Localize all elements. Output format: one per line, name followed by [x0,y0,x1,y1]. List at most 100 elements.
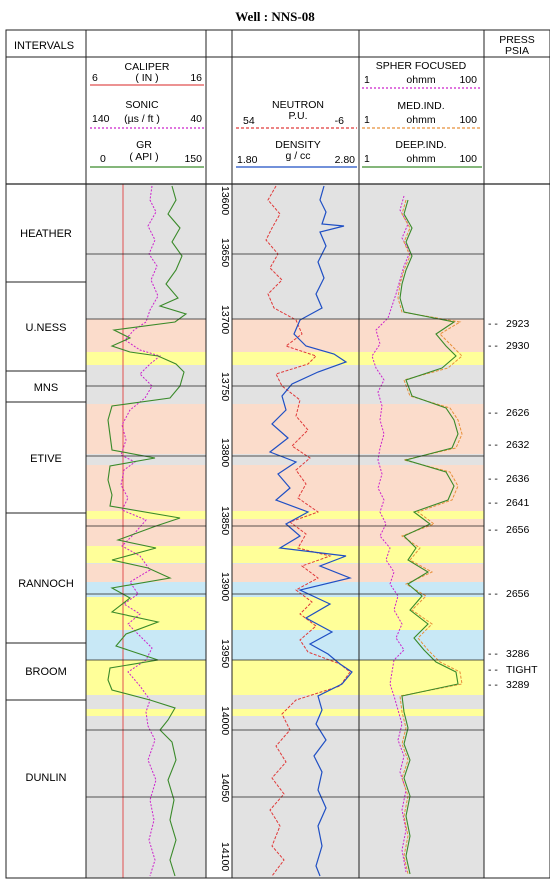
interval-label: MNS [34,382,58,394]
svg-text:- -: - - [488,524,498,536]
sonic-max: 40 [190,113,202,125]
pressure-points: - - 2923 - - 2930 - - 2626 - - 2632 - - … [488,318,538,691]
neutron-unit: P.U. [288,110,307,122]
depth-tick-label: 13850 [219,506,231,535]
svg-text:- -: - - [488,318,498,330]
sand-band [86,404,550,454]
svg-text:- -: - - [488,648,498,660]
depth-tick-label: 13700 [219,305,231,334]
deepind-unit: ohmm [406,153,435,165]
medind-curve [397,199,463,875]
gr-min: 0 [100,153,106,165]
water-band [86,582,550,597]
interval-labels: HEATHER U.NESS MNS ETIVE RANNOCH BROOM D… [18,228,74,784]
pressure-value: 3289 [506,679,530,691]
density-curve [268,185,353,877]
gr-curve [107,185,188,877]
depth-tick-label: 13900 [219,572,231,601]
depth-tick-label: 13950 [219,639,231,668]
interval-label: U.NESS [26,322,67,334]
interval-label: DUNLIN [26,772,67,784]
spher-curve [371,195,411,873]
coal-band [86,352,550,365]
sand-band [86,564,550,582]
svg-text:- -: - - [488,679,498,691]
caliper-name: CALIPER [125,61,170,73]
coal-band [86,546,550,563]
sand-band [86,465,550,511]
pressure-value: 2923 [506,318,530,330]
intervals-column [6,184,86,878]
caliper-min: 6 [92,72,98,84]
deepind-min: 1 [364,153,370,165]
spher-name: SPHER FOCUSED [376,60,467,72]
depth-tick-label: 13800 [219,438,231,467]
sonic-unit: (µs / ft ) [124,113,160,125]
caliper-max: 16 [190,72,202,84]
interval-label: BROOM [25,666,67,678]
press-header-line2: PSIA [505,45,529,57]
density-max: 2.80 [335,154,356,166]
depth-tick-label: 14100 [219,842,231,871]
coal-band [86,709,550,716]
caliper-unit: ( IN ) [135,72,158,84]
header-curve-keys [90,84,482,168]
neutron-name: NEUTRON [272,99,324,111]
pressure-value: 2636 [506,473,530,485]
pressure-value: 2930 [506,340,530,352]
svg-text:- -: - - [488,588,498,600]
medind-unit: ohmm [406,114,435,126]
svg-text:- -: - - [488,497,498,509]
pressure-value: 2656 [506,588,530,600]
pressure-value: TIGHT [506,664,538,676]
gr-unit: ( API ) [129,151,158,163]
depth-tick-label: 13600 [219,186,231,215]
sand-band [86,319,550,352]
depth-tick-label: 14000 [219,706,231,735]
depth-tick-label: 13650 [219,238,231,267]
sonic-min: 140 [92,113,110,125]
depth-tick-label: 13750 [219,372,231,401]
pressure-value: 2641 [506,497,530,509]
spher-max: 100 [459,74,477,86]
sonic-name: SONIC [125,99,159,111]
grid [5,29,550,879]
deepind-max: 100 [459,153,477,165]
pressure-value: 3286 [506,648,530,660]
sand-band [86,519,550,546]
density-unit: g / cc [285,150,310,162]
coal-band [86,660,550,695]
interval-label: HEATHER [20,228,72,240]
medind-max: 100 [459,114,477,126]
svg-text:- -: - - [488,407,498,419]
spher-min: 1 [364,74,370,86]
svg-text:- -: - - [488,439,498,451]
svg-text:- -: - - [488,664,498,676]
gr-max: 150 [184,153,202,165]
density-name: DENSITY [275,139,321,151]
medind-min: 1 [364,114,370,126]
press-header-line1: PRESS [499,34,535,46]
pressure-value: 2656 [506,524,530,536]
neutron-min: 54 [243,115,255,127]
deepind-curve [399,199,459,875]
header-labels: INTERVALS PRESS PSIA CALIPER ( IN ) 6 16… [14,34,535,166]
coal-band [86,511,550,519]
pressure-value: 2626 [506,407,530,419]
lithology-bands [6,184,550,878]
water-band [86,630,550,660]
depth-column [206,184,232,878]
well-title: Well : NNS-08 [235,9,315,24]
press-column [484,184,550,878]
depth-tick-label: 14050 [219,773,231,802]
depth-scale: 13600 13650 13700 13750 13800 13850 1390… [219,186,231,871]
density-min: 1.80 [237,154,258,166]
deepind-name: DEEP.IND. [395,139,446,151]
spher-unit: ohmm [406,74,435,86]
svg-text:- -: - - [488,340,498,352]
log-curves [107,184,463,878]
svg-text:- -: - - [488,473,498,485]
gr-name: GR [136,139,152,151]
interval-label: RANNOCH [18,578,74,590]
